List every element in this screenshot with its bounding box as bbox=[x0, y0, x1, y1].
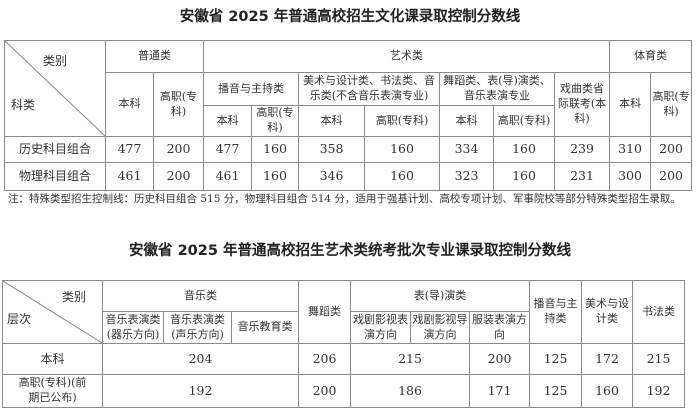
table-row: 历史科目组合 477 200 477 160 358 160 334 160 2… bbox=[4, 136, 693, 163]
cell: 125 bbox=[529, 343, 583, 375]
header-gao: 高职(专科) bbox=[650, 72, 693, 137]
cell: 461 bbox=[203, 162, 252, 191]
header-level: 层次 bbox=[7, 312, 32, 326]
header-subject: 科类 bbox=[11, 98, 36, 112]
corner-header: 类别 层次 bbox=[2, 280, 103, 344]
header-fine-art: 美术与设计类、书法类、音乐类(不含音乐表演专业) bbox=[298, 72, 440, 106]
header-music-instrumental: 音乐表演类(器乐方向) bbox=[102, 311, 164, 344]
header-ben: 本科 bbox=[609, 72, 652, 137]
cell: 200 bbox=[469, 343, 531, 375]
header-broadcast: 播音与主持类 bbox=[529, 280, 583, 344]
cell: 477 bbox=[105, 136, 154, 163]
cell: 461 bbox=[105, 162, 154, 191]
header-sports: 体育类 bbox=[609, 40, 693, 73]
cell: 215 bbox=[350, 343, 471, 375]
cell: 160 bbox=[493, 162, 555, 191]
cell: 200 bbox=[298, 374, 352, 408]
diagonal-line bbox=[3, 281, 102, 343]
table2-title: 安徽省 2025 年普通高校招生艺术类统考批次专业课录取控制分数线 bbox=[129, 243, 571, 259]
header-calligraphy: 书法类 bbox=[632, 280, 686, 344]
diagonal-line bbox=[5, 41, 105, 136]
header-drama-directing: 戏剧影视导演方向 bbox=[410, 311, 471, 344]
header-ben: 本科 bbox=[203, 105, 252, 137]
cell: 231 bbox=[553, 162, 611, 191]
cell: 200 bbox=[153, 162, 204, 191]
table-row: 物理科目组合 461 200 461 160 346 160 323 160 2… bbox=[4, 162, 693, 191]
table-row: 高职(专科)(前期已公布) 192 200 186 171 125 160 19… bbox=[2, 374, 686, 408]
header-art: 艺术类 bbox=[202, 40, 611, 73]
row-label: 高职(专科)(前期已公布) bbox=[2, 374, 103, 408]
cell: 160 bbox=[581, 374, 634, 408]
cell: 160 bbox=[364, 162, 440, 191]
cell: 171 bbox=[469, 374, 531, 408]
header-gao: 高职(专科) bbox=[153, 72, 204, 137]
header-dance: 舞蹈类、表(导)演类、音乐表演专业 bbox=[439, 72, 555, 106]
cell: 160 bbox=[364, 136, 440, 163]
header-ben: 本科 bbox=[105, 72, 154, 137]
corner-header: 类别 科类 bbox=[4, 40, 106, 137]
row-label: 历史科目组合 bbox=[4, 136, 106, 163]
header-fine-art: 美术与设计类 bbox=[581, 280, 634, 344]
art-score-table: 类别 层次 音乐类 舞蹈类 表(导)演类 播音与主持类 美术与设计类 书法类 音… bbox=[2, 280, 686, 408]
cell: 346 bbox=[298, 162, 365, 191]
cell: 192 bbox=[632, 374, 686, 408]
header-category: 类别 bbox=[42, 54, 67, 68]
cell: 206 bbox=[298, 343, 352, 375]
cell: 200 bbox=[650, 136, 693, 163]
cell: 300 bbox=[609, 162, 652, 191]
header-music-education: 音乐教育类 bbox=[230, 311, 300, 344]
cell: 186 bbox=[350, 374, 471, 408]
header-fashion: 服装表演方向 bbox=[469, 311, 531, 344]
cell: 215 bbox=[632, 343, 686, 375]
row-label: 本科 bbox=[2, 343, 103, 375]
header-opera: 戏曲类省际联考(本科) bbox=[553, 72, 611, 137]
cell: 200 bbox=[153, 136, 204, 163]
cell: 323 bbox=[439, 162, 494, 191]
cultural-score-table: 类别 科类 普通类 艺术类 体育类 本科 高职(专科) 播音与主持类 美术与设计… bbox=[4, 40, 693, 191]
cell: 334 bbox=[439, 136, 494, 163]
header-music-vocal: 音乐表演类(声乐方向) bbox=[163, 311, 232, 344]
cell: 160 bbox=[251, 162, 299, 191]
cell: 310 bbox=[609, 136, 652, 163]
header-general: 普通类 bbox=[105, 40, 204, 73]
header-broadcast: 播音与主持类 bbox=[203, 72, 299, 106]
cell: 239 bbox=[553, 136, 611, 163]
row-label: 物理科目组合 bbox=[4, 162, 106, 191]
cell: 160 bbox=[251, 136, 299, 163]
cell: 160 bbox=[493, 136, 555, 163]
header-drama-acting: 戏剧影视表演方向 bbox=[350, 311, 412, 344]
header-gao: 高职(专科) bbox=[251, 105, 299, 137]
header-gao: 高职(专科) bbox=[493, 105, 555, 137]
cell: 200 bbox=[650, 162, 693, 191]
header-drama: 表(导)演类 bbox=[350, 280, 531, 312]
cell: 204 bbox=[101, 343, 300, 375]
header-ben: 本科 bbox=[439, 105, 494, 137]
cell: 172 bbox=[581, 343, 634, 375]
header-dance: 舞蹈类 bbox=[298, 280, 352, 344]
table-row: 本科 204 206 215 200 125 172 215 bbox=[2, 343, 686, 375]
table1-title: 安徽省 2025 年普通高校招生文化课录取控制分数线 bbox=[179, 9, 521, 25]
header-category: 类别 bbox=[61, 290, 86, 304]
cell: 192 bbox=[101, 374, 300, 408]
footnote: 注：特殊类型招生控制线：历史科目组合 515 分，物理科目组合 514 分，适用… bbox=[8, 193, 681, 205]
header-gao: 高职(专科) bbox=[364, 105, 440, 137]
cell: 125 bbox=[529, 374, 583, 408]
header-music: 音乐类 bbox=[101, 280, 300, 312]
cell: 477 bbox=[203, 136, 252, 163]
cell: 358 bbox=[298, 136, 365, 163]
header-ben: 本科 bbox=[298, 105, 365, 137]
